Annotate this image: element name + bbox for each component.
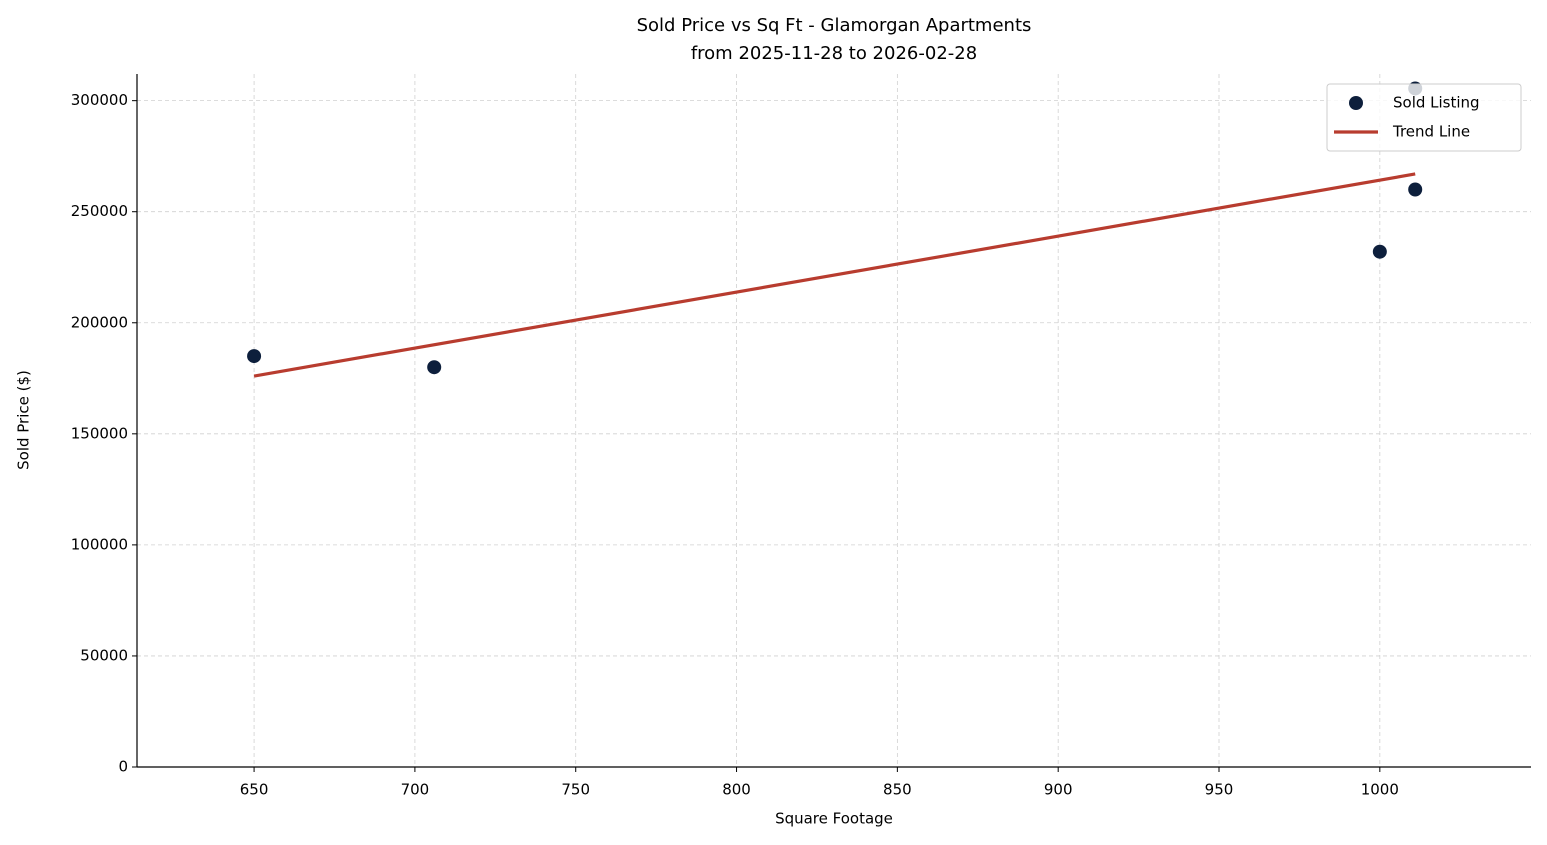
legend-label: Sold Listing <box>1393 94 1480 112</box>
chart-subtitle: from 2025-11-28 to 2026-02-28 <box>691 43 977 64</box>
y-tick-label: 250000 <box>71 202 128 220</box>
x-tick-label: 900 <box>1044 781 1073 799</box>
x-axis-label: Square Footage <box>775 810 893 828</box>
y-tick-label: 0 <box>118 758 128 776</box>
y-tick-label: 100000 <box>71 535 128 553</box>
x-tick-label: 800 <box>722 781 751 799</box>
data-point <box>427 360 442 375</box>
y-tick-label: 300000 <box>71 91 128 109</box>
legend-label: Trend Line <box>1392 123 1470 141</box>
x-tick-label: 850 <box>883 781 912 799</box>
x-tick-label: 700 <box>401 781 430 799</box>
legend-swatch <box>1349 96 1363 110</box>
y-axis-label: Sold Price ($) <box>15 370 33 470</box>
data-point <box>1408 182 1423 197</box>
y-tick-label: 150000 <box>71 424 128 442</box>
legend: Sold Listing Trend Line <box>1326 83 1522 152</box>
chart-title: Sold Price vs Sq Ft - Glamorgan Apartmen… <box>637 15 1032 36</box>
trend-line <box>253 172 1416 378</box>
x-tick-label: 650 <box>240 781 269 799</box>
x-tick-label: 1000 <box>1361 781 1399 799</box>
x-tick-label: 950 <box>1205 781 1234 799</box>
data-point <box>1372 244 1387 259</box>
data-point <box>247 349 262 364</box>
y-tick-label: 50000 <box>80 646 128 664</box>
legend-box <box>1326 83 1522 152</box>
x-tick-label: 750 <box>561 781 590 799</box>
y-tick-label: 200000 <box>71 313 128 331</box>
